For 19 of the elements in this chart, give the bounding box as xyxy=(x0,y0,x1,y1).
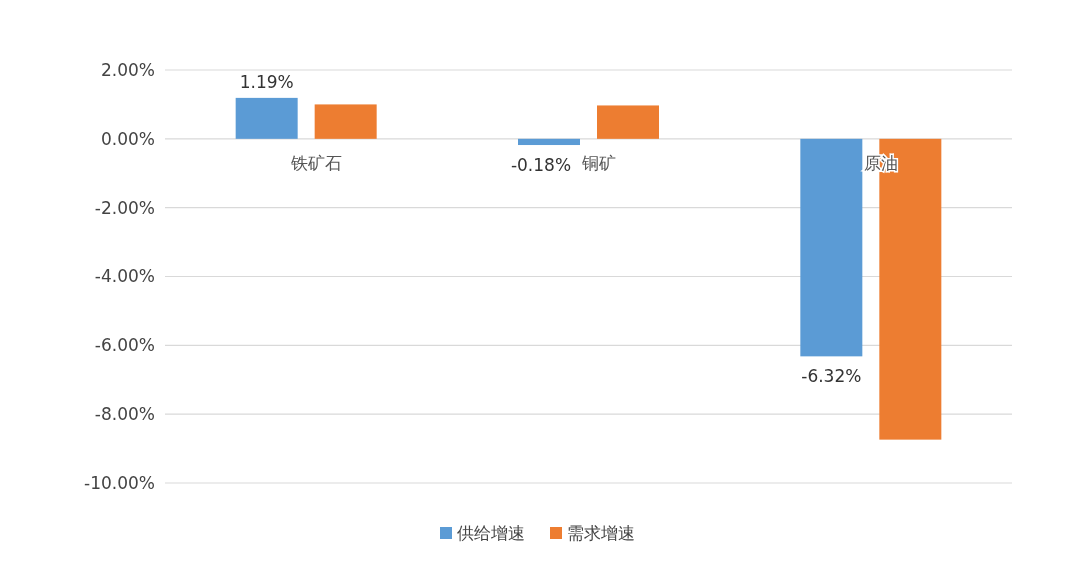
bar xyxy=(800,138,863,357)
x-tick-label: 铁矿石 xyxy=(289,152,342,173)
data-label: -0.18% xyxy=(510,155,572,176)
x-tick-label: 铜矿 xyxy=(580,152,616,173)
bar xyxy=(314,104,377,139)
y-tick-label: -2.00% xyxy=(94,197,155,218)
y-tick-label: 2.00% xyxy=(100,59,155,80)
bar xyxy=(597,105,659,139)
y-tick-label: 0.00% xyxy=(100,128,155,149)
legend-label: 供给增速 xyxy=(457,522,525,543)
y-tick-label: -8.00% xyxy=(94,404,155,425)
data-label: 1.19% xyxy=(239,71,294,92)
y-tick-label: -10.00% xyxy=(84,472,155,493)
bar xyxy=(235,97,298,139)
y-tick-label: -6.00% xyxy=(94,335,155,356)
data-label: -6.32% xyxy=(801,366,862,387)
bar xyxy=(518,138,580,146)
y-tick-label: -4.00% xyxy=(94,266,155,287)
legend-label: 需求增速 xyxy=(567,522,635,543)
